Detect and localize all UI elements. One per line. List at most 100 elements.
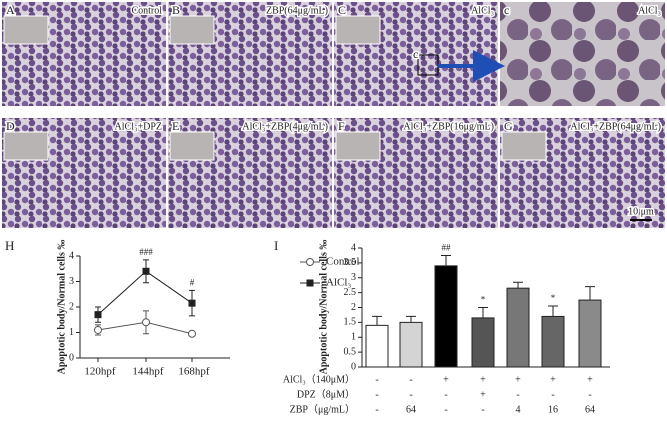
bar bbox=[578, 299, 602, 368]
scale-label: 10 μm bbox=[628, 206, 654, 217]
condition-entry: - bbox=[375, 404, 378, 415]
point bbox=[94, 325, 102, 334]
condition-entry: - bbox=[444, 404, 447, 415]
micrographs bbox=[2, 2, 665, 228]
condition-entry: + bbox=[443, 374, 449, 385]
point bbox=[188, 329, 196, 338]
bar bbox=[365, 324, 389, 368]
panel-letter: C bbox=[338, 3, 346, 17]
point bbox=[142, 267, 150, 275]
error-bar bbox=[441, 254, 451, 266]
series-line bbox=[97, 270, 193, 316]
panel-letter: F bbox=[338, 119, 345, 133]
point bbox=[94, 311, 102, 319]
inset bbox=[501, 131, 547, 161]
y-tick-label: 0 bbox=[351, 361, 356, 372]
panel-letter: I bbox=[274, 238, 278, 253]
condition-entry: - bbox=[375, 374, 378, 385]
error-bar bbox=[372, 315, 382, 326]
y-tick-label: 3 bbox=[351, 272, 356, 283]
condition-entry: + bbox=[550, 374, 556, 385]
y-tick-label: 3 bbox=[69, 276, 74, 287]
bar bbox=[399, 321, 423, 368]
y-axis-title: Apoptotic body/Normal cells ‰ bbox=[318, 240, 329, 375]
condition-entry: - bbox=[516, 389, 519, 400]
condition-entry: 4 bbox=[516, 404, 521, 415]
error-bar bbox=[548, 305, 558, 317]
y-tick-label: 4 bbox=[351, 242, 356, 253]
condition-entry: + bbox=[515, 374, 521, 385]
point bbox=[142, 318, 150, 327]
bar bbox=[541, 315, 565, 368]
condition-entry: - bbox=[409, 389, 412, 400]
condition-label: ZBP（μg/mL） bbox=[290, 403, 355, 415]
legend-label: AlCl₃ bbox=[326, 277, 351, 289]
y-tick-label: 1 bbox=[69, 327, 74, 338]
inset bbox=[169, 15, 215, 45]
y-tick-label: 2.5 bbox=[344, 287, 357, 298]
panel-letter: G bbox=[504, 119, 513, 133]
panel-label: Control bbox=[131, 5, 162, 16]
panel-letter: D bbox=[6, 119, 15, 133]
annotation: * bbox=[481, 295, 486, 305]
condition-entry: - bbox=[551, 389, 554, 400]
y-tick-label: 1.5 bbox=[344, 317, 357, 328]
condition-entry: + bbox=[480, 374, 486, 385]
y-axis-title: Apoptotic body/Normal cells ‰ bbox=[56, 240, 67, 375]
panel-letter: E bbox=[172, 119, 179, 133]
panel-letter: H bbox=[5, 238, 14, 253]
y-tick-label: 3.5 bbox=[344, 257, 357, 268]
x-tick-label: 144hpf bbox=[132, 366, 164, 378]
inset bbox=[3, 131, 49, 161]
error-bar bbox=[478, 307, 488, 318]
bar bbox=[434, 265, 458, 368]
inset bbox=[335, 15, 381, 45]
y-tick-label: 0 bbox=[69, 352, 74, 363]
condition-entry: - bbox=[588, 389, 591, 400]
zoom-label: c bbox=[413, 47, 418, 61]
panel-letter: A bbox=[6, 3, 15, 17]
condition-entry: - bbox=[444, 389, 447, 400]
condition-label: AlCl₃（140μM） bbox=[283, 373, 355, 385]
panel-label: ZBP(64μg/mL) bbox=[266, 5, 328, 16]
error-bar bbox=[406, 315, 416, 323]
y-tick-label: 1 bbox=[351, 332, 356, 343]
condition-label: DPZ（8μM） bbox=[297, 388, 355, 400]
bar bbox=[471, 317, 495, 368]
legend-label: Control bbox=[326, 256, 360, 268]
condition-entry: - bbox=[375, 389, 378, 400]
panel-label: AlCl₃+ZBP(64μg/mL) bbox=[570, 121, 661, 132]
condition-entry: + bbox=[480, 389, 486, 400]
panel-letter: c bbox=[504, 3, 509, 17]
condition-entry: 16 bbox=[548, 404, 558, 415]
annotation: * bbox=[551, 293, 556, 303]
legend-marker bbox=[306, 279, 314, 287]
bar bbox=[506, 287, 530, 368]
panel-label: AlCl₃+DPZ bbox=[115, 121, 162, 132]
condition-entry: + bbox=[587, 374, 593, 385]
y-tick-label: 4 bbox=[69, 250, 74, 261]
x-tick-label: 120hpf bbox=[84, 366, 116, 378]
annotation: ## bbox=[442, 243, 452, 253]
inset bbox=[169, 131, 215, 161]
condition-entry: - bbox=[481, 404, 484, 415]
y-tick-label: 0.5 bbox=[344, 346, 357, 357]
y-tick-label: 2 bbox=[69, 301, 74, 312]
panel-letter: B bbox=[172, 3, 180, 17]
error-bar bbox=[513, 281, 523, 289]
legend-marker bbox=[306, 258, 314, 266]
inset bbox=[335, 131, 381, 161]
condition-entry: - bbox=[409, 374, 412, 385]
condition-entry: 64 bbox=[406, 404, 416, 415]
panel-label: AlCl₃+ZBP(16μg/mL) bbox=[403, 121, 494, 132]
micrograph bbox=[500, 2, 665, 106]
panel-label: AlCl₃+ZBP(4μg/mL) bbox=[242, 121, 328, 132]
annotation: # bbox=[190, 277, 195, 287]
panel-label: AlCl₃ bbox=[638, 5, 661, 16]
point bbox=[188, 299, 196, 307]
error-bar bbox=[585, 286, 595, 301]
inset bbox=[3, 15, 49, 45]
x-tick-label: 168hpf bbox=[178, 366, 210, 378]
condition-entry: 64 bbox=[585, 404, 595, 415]
